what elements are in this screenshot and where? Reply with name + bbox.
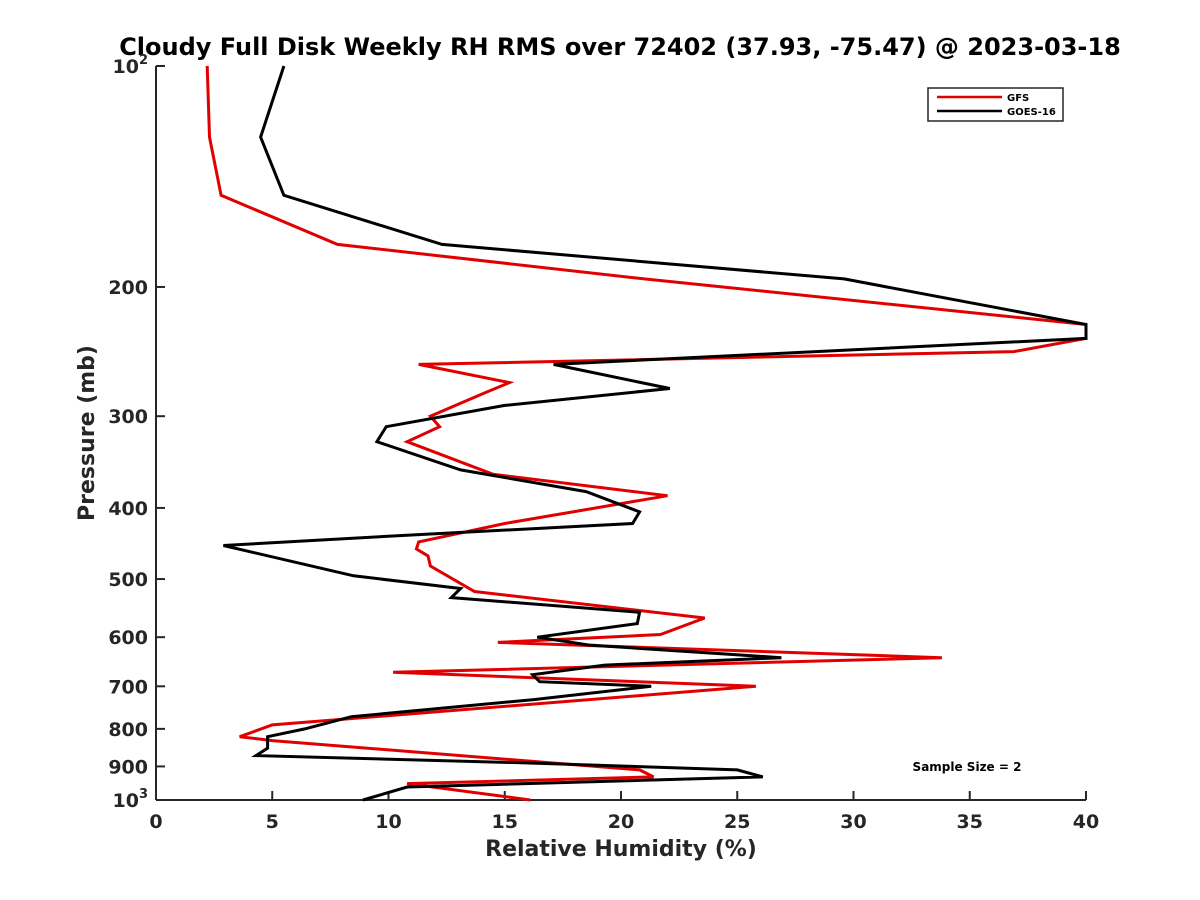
x-tick-label: 5 (266, 811, 279, 833)
y-axis-label: Pressure (mb) (75, 345, 100, 521)
y-tick-label: 900 (108, 756, 148, 778)
y-tick-label-base: 10 (113, 790, 139, 812)
x-tick-label: 40 (1073, 811, 1099, 833)
y-tick-label: 102 (113, 53, 149, 78)
y-tick-label: 700 (108, 676, 148, 698)
x-tick-label: 35 (957, 811, 983, 833)
chart-title: Cloudy Full Disk Weekly RH RMS over 7240… (119, 33, 1121, 61)
legend: GFS GOES-16 (927, 87, 1064, 122)
legend-box (927, 87, 1064, 122)
y-tick-label-exponent: 2 (139, 53, 148, 68)
series-layer (205, 65, 1088, 802)
y-tick-label: 500 (108, 569, 148, 591)
y-tick-label: 103 (113, 787, 149, 812)
series-line-gfs (205, 65, 1088, 802)
axis-ticks: 0 5 10 15 20 25 30 35 40102200300400500600700800… (108, 53, 1099, 833)
y-tick-label: 300 (108, 406, 148, 428)
y-tick-label-exponent: 3 (139, 787, 148, 802)
x-tick-label: 30 (840, 811, 866, 833)
y-tick-label: 800 (108, 719, 148, 741)
legend-label-gfs: GFS (1007, 93, 1029, 104)
sample-size-annotation: Sample Size = 2 (913, 760, 1022, 774)
y-tick-label: 400 (108, 498, 148, 520)
legend-label-goes16: GOES-16 (1007, 107, 1056, 118)
x-tick-label: 10 (375, 811, 401, 833)
x-tick-label: 20 (608, 811, 634, 833)
y-tick-label-base: 10 (113, 56, 139, 78)
x-tick-label: 25 (724, 811, 750, 833)
x-tick-label: 0 (149, 811, 162, 833)
y-tick-label: 600 (108, 627, 148, 649)
x-axis-label: Relative Humidity (%) (485, 837, 757, 862)
y-tick-label: 200 (108, 277, 148, 299)
series-line-goes16 (223, 65, 1088, 802)
x-tick-label: 15 (492, 811, 518, 833)
